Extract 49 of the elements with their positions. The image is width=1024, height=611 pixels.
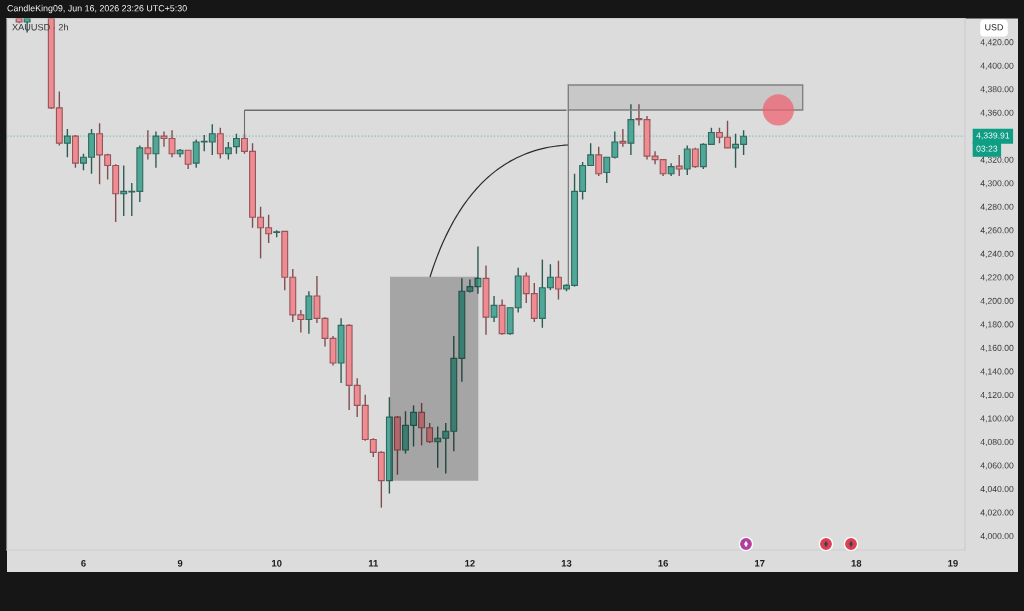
candlestick: [675, 154, 683, 177]
x-tick-label: 18: [851, 559, 862, 567]
x-tick-label: 9: [177, 559, 183, 567]
y-tick-label: 4,280.00: [980, 203, 1014, 211]
x-tick-label: 13: [561, 559, 572, 567]
y-tick-label: 4,420.00: [980, 39, 1014, 47]
y-tick-label: 4,040.00: [980, 485, 1014, 494]
ref-line-label: 4,339.91: [976, 132, 1010, 140]
y-tick-label: 4,360.00: [980, 109, 1014, 117]
y-axis-title: USD: [985, 24, 1003, 31]
x-tick-label: 10: [272, 559, 282, 567]
candlestick: [152, 130, 160, 169]
candlestick: [63, 128, 71, 158]
candlestick: [627, 103, 635, 156]
candlestick: [216, 127, 224, 160]
candlestick: [232, 133, 240, 155]
candlestick: [683, 144, 691, 176]
y-tick-label: 4,160.00: [980, 344, 1014, 352]
candlestick: [619, 128, 627, 148]
candlestick: [595, 145, 603, 177]
y-tick-label: 4,300.00: [980, 180, 1014, 188]
y-tick-label: 4,220.00: [980, 274, 1014, 282]
y-tick-label: 4,060.00: [980, 462, 1014, 470]
y-tick-label: 4,180.00: [980, 321, 1014, 329]
y-tick-label: 4,140.00: [980, 368, 1014, 376]
text: CandleKing09, Jun 16, 2026 23:26 UTC+5:30: [7, 4, 187, 14]
y-tick-label: 4,200.00: [980, 297, 1014, 305]
x-tick-label: 17: [755, 560, 765, 567]
y-tick-label: 4,240.00: [980, 250, 1014, 258]
y-tick-label: 4,020.00: [980, 509, 1014, 517]
candlestick: [490, 295, 498, 323]
x-tick-label: 12: [465, 559, 475, 567]
y-tick-label: 4,120.00: [980, 391, 1014, 400]
x-tick-label: 19: [948, 559, 958, 567]
y-tick-label: 4,260.00: [980, 227, 1014, 235]
y-tick-label: 4,320.00: [980, 156, 1014, 164]
text: 03:23: [976, 145, 998, 152]
y-tick-label: 4,080.00: [980, 438, 1014, 447]
x-tick-label: 6: [81, 559, 86, 567]
candlestick: [305, 290, 313, 335]
candlestick: [555, 260, 562, 301]
y-tick-label: 4,380.00: [980, 86, 1014, 94]
y-tick-label: 4,400.00: [980, 62, 1014, 70]
y-tick-label: 4,100.00: [980, 415, 1014, 423]
candlestick: [184, 149, 192, 170]
candlestick: [144, 129, 152, 161]
y-tick-label: 4,000.00: [980, 533, 1014, 541]
x-tick-label: 16: [658, 559, 669, 567]
x-tick-label: 11: [368, 560, 379, 567]
